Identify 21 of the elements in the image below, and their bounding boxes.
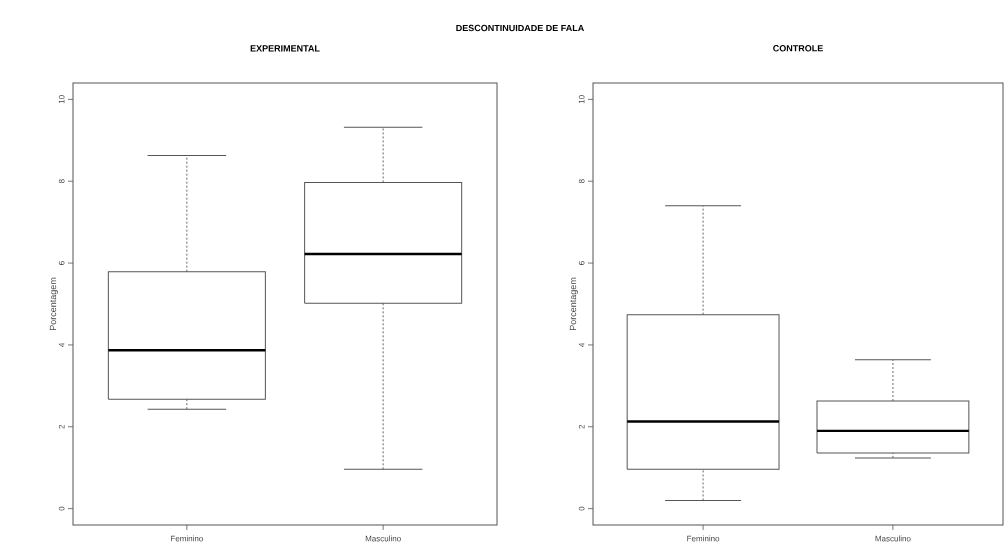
chart-title: CONTROLE bbox=[773, 45, 823, 52]
y-tick-label: 0 bbox=[58, 506, 65, 511]
y-tick-label: 4 bbox=[578, 342, 585, 347]
y-tick-label: 10 bbox=[578, 95, 585, 104]
chart-title: EXPERIMENTAL bbox=[250, 45, 320, 52]
y-tick-label: 8 bbox=[578, 179, 585, 184]
x-tick-label: Feminino bbox=[687, 535, 720, 542]
y-tick-label: 8 bbox=[58, 179, 65, 184]
x-tick-label: Masculino bbox=[875, 535, 911, 542]
y-axis-title: Porcentagem bbox=[49, 277, 58, 331]
text: DESCONTINUIDADE DE FALA bbox=[456, 24, 585, 32]
y-tick-label: 6 bbox=[58, 261, 65, 265]
x-tick-label: Feminino bbox=[171, 535, 203, 542]
y-tick-label: 2 bbox=[578, 424, 585, 429]
x-tick-label: Masculino bbox=[365, 535, 401, 542]
y-axis-title: Porcentagem bbox=[569, 277, 578, 331]
y-tick-label: 0 bbox=[578, 506, 585, 511]
y-tick-label: 6 bbox=[578, 261, 585, 265]
y-tick-label: 10 bbox=[58, 95, 65, 104]
y-tick-label: 4 bbox=[58, 342, 65, 347]
y-tick-label: 2 bbox=[58, 424, 65, 429]
